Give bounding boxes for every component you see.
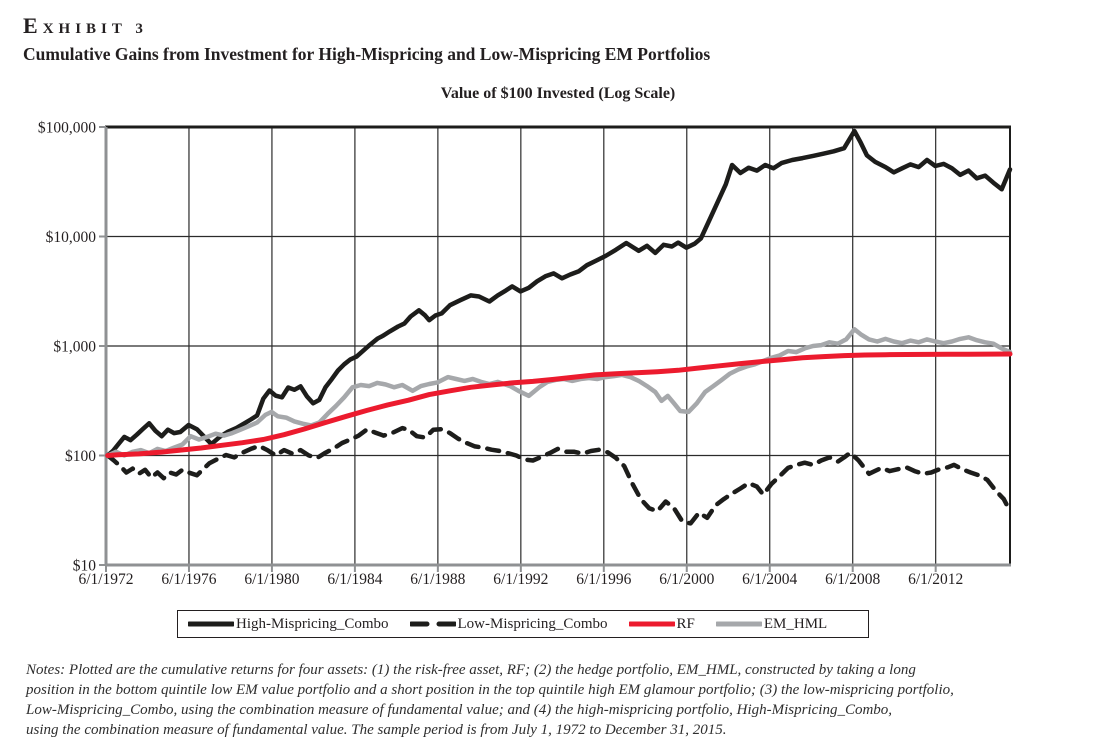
legend-label: High-Mispricing_Combo (236, 615, 389, 632)
legend-line-sample (715, 621, 762, 627)
series-line-em-hml (105, 327, 1013, 458)
x-axis-tick-label: 6/1/2012 (908, 571, 963, 588)
y-axis-tick-label: $10,000 (46, 229, 97, 246)
y-axis-tick-label: $1,000 (53, 339, 96, 356)
x-axis-tick-label: 6/1/1996 (576, 571, 631, 588)
y-axis-tick-label: $100 (65, 448, 96, 465)
notes-line: Notes: Plotted are the cumulative return… (26, 662, 916, 678)
legend-item-rf: RF (628, 615, 695, 633)
series-line-rf (105, 351, 1013, 458)
notes-line: using the combination measure of fundame… (26, 722, 727, 738)
x-axis-tick-label: 6/1/1972 (78, 571, 133, 588)
legend-item-em-hml: EM_HML (715, 615, 828, 633)
legend-line-sample (628, 621, 675, 627)
x-axis-tick-label: 6/1/2004 (742, 571, 797, 588)
chart-legend: High-Mispricing_Combo Low-Mispricing_Comb… (177, 610, 869, 638)
x-axis-tick-label: 6/1/1988 (410, 571, 465, 588)
legend-line-sample (409, 621, 456, 627)
notes-line: Low-Mispricing_Combo, using the combinat… (26, 702, 893, 718)
x-axis-tick-label: 6/1/2008 (825, 571, 880, 588)
legend-item-low-mispricing-combo: Low-Mispricing_Combo (409, 615, 608, 633)
series-line-high-mispricing-combo (105, 128, 1013, 458)
x-axis-tick-label: 6/1/1992 (493, 571, 548, 588)
exhibit-label: EXHIBIT 3 (23, 13, 148, 38)
chart-title: Value of $100 Invested (Log Scale) (440, 85, 676, 102)
y-axis-tick-label: $10 (73, 558, 97, 575)
exhibit-subtitle: Cumulative Gains from Investment for Hig… (23, 44, 711, 64)
series-line-low-mispricing-combo (105, 425, 1013, 526)
legend-label: EM_HML (763, 615, 828, 632)
x-axis-tick-label: 6/1/1976 (161, 571, 216, 588)
legend-label: RF (676, 615, 695, 632)
x-axis-tick-label: 6/1/2000 (659, 571, 714, 588)
x-axis-tick-label: 6/1/1980 (244, 571, 299, 588)
legend-label: Low-Mispricing_Combo (457, 615, 608, 632)
y-axis-tick-label: $100,000 (38, 120, 96, 137)
legend-line-sample (188, 621, 234, 627)
cumulative-gains-line-chart: $100,000 $10,000 $1,000 $100 $106/1/1972 6/1/… (38, 120, 1013, 588)
legend-item-high-mispricing-combo: High-Mispricing_Combo (188, 616, 389, 633)
x-axis-tick-label: 6/1/1984 (327, 571, 382, 588)
notes-block: Notes: Plotted are the cumulative return… (26, 660, 1076, 740)
notes-line: position in the bottom quintile low EM v… (26, 682, 954, 698)
